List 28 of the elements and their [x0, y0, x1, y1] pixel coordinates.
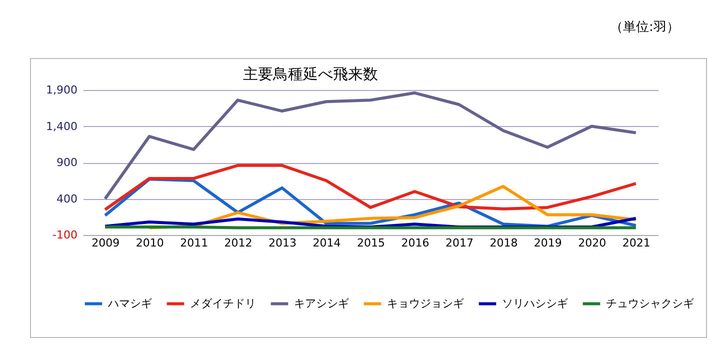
legend-label: キアシシギ — [294, 296, 349, 310]
legend-label: ソリハシシギ — [502, 296, 568, 310]
x-tick-label: 2017 — [445, 236, 474, 250]
x-tick-label: 2011 — [180, 236, 208, 250]
line-series — [104, 164, 638, 212]
x-tick-label: 2018 — [490, 236, 518, 250]
text: （単位:羽） — [610, 19, 680, 36]
y-tick-label: 900 — [56, 156, 78, 169]
y-tick-label: -100 — [52, 228, 78, 242]
x-tick-label: 2010 — [136, 236, 164, 250]
x-tick-label: 2020 — [578, 236, 606, 250]
y-tick-label: 1,400 — [46, 120, 78, 133]
x-tick-label: 2015 — [357, 236, 385, 250]
x-tick-label: 2021 — [622, 236, 650, 250]
x-tick-label: 2012 — [224, 236, 252, 250]
legend-label: ハマシギ — [107, 296, 152, 310]
x-tick-label: 2014 — [312, 236, 341, 250]
legend-label: メダイチドリ — [190, 296, 256, 310]
y-tick-label: 1,900 — [46, 84, 78, 96]
y-tick-label: 400 — [56, 192, 78, 206]
chart-title: 主要鳥種延べ飛来数 — [243, 65, 378, 83]
legend-label: チュウシャクシギ — [606, 296, 694, 310]
legend-label: キョウジョシギ — [387, 296, 464, 310]
x-tick-label: 2009 — [92, 236, 120, 250]
x-tick-label: 2013 — [268, 236, 297, 250]
x-tick-label: 2016 — [401, 236, 430, 250]
line-series — [104, 91, 638, 200]
x-tick-label: 2019 — [534, 236, 562, 250]
